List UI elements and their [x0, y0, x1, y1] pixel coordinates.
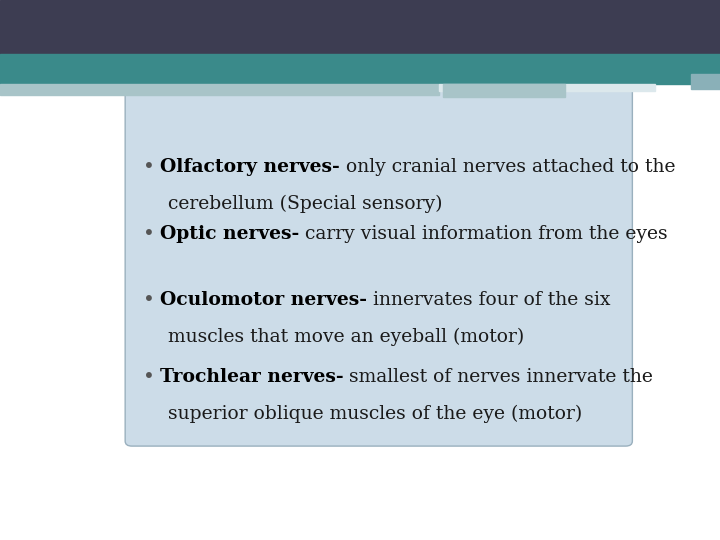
Text: cerebellum (Special sensory): cerebellum (Special sensory): [168, 195, 442, 213]
FancyBboxPatch shape: [125, 85, 632, 446]
Text: •: •: [143, 225, 155, 244]
Text: carry visual information from the eyes: carry visual information from the eyes: [299, 225, 667, 243]
Text: Oculomotor nerves-: Oculomotor nerves-: [160, 292, 366, 309]
Text: Olfactory nerves-: Olfactory nerves-: [160, 158, 340, 177]
Text: Trochlear nerves-: Trochlear nerves-: [160, 368, 343, 386]
Text: Optic nerves-: Optic nerves-: [160, 225, 299, 243]
Text: superior oblique muscles of the eye (motor): superior oblique muscles of the eye (mot…: [168, 405, 582, 423]
Text: only cranial nerves attached to the: only cranial nerves attached to the: [340, 158, 675, 177]
Text: •: •: [143, 292, 155, 310]
Text: •: •: [143, 158, 155, 177]
Text: smallest of nerves innervate the: smallest of nerves innervate the: [343, 368, 653, 386]
Text: •: •: [143, 368, 155, 387]
Text: muscles that move an eyeball (motor): muscles that move an eyeball (motor): [168, 328, 524, 346]
Text: innervates four of the six: innervates four of the six: [366, 292, 611, 309]
